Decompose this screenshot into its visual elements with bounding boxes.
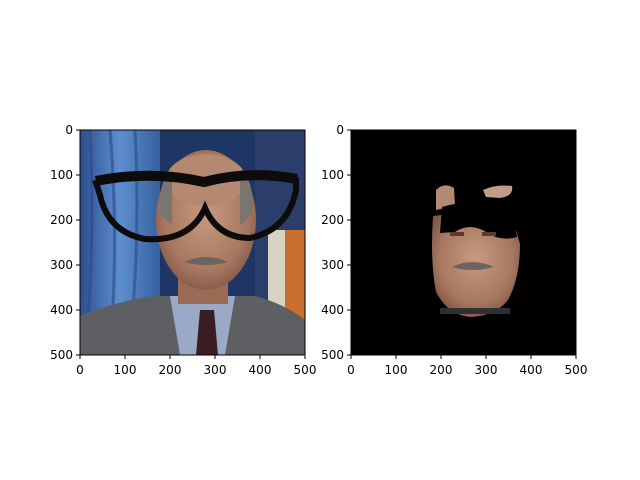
right-x-tick-label: 200 — [430, 363, 453, 377]
left-x-tick-label: 200 — [159, 363, 182, 377]
left-y-tick-label: 500 — [50, 348, 73, 362]
right-glasses-mask — [440, 202, 517, 239]
left-y-tick-label: 200 — [50, 213, 73, 227]
right-suit-shoulder — [440, 308, 510, 314]
right-y-tick-label: 0 — [336, 123, 344, 137]
right-axes: 0 100 200 300 400 500 0 100 200 300 400 500 — [321, 123, 587, 377]
right-x-tick-label: 500 — [565, 363, 588, 377]
left-axes-frame — [79, 129, 306, 356]
left-y-tick-label: 400 — [50, 303, 73, 317]
left-y-ticks: 0 100 200 300 400 500 — [50, 123, 80, 362]
right-moustache — [452, 262, 494, 270]
left-y-tick-label: 100 — [50, 168, 73, 182]
left-axes: 0 100 200 300 400 500 0 100 200 300 400 500 — [50, 123, 316, 377]
left-x-tick-label: 100 — [114, 363, 137, 377]
right-x-tick-label: 400 — [520, 363, 543, 377]
right-y-tick-label: 200 — [321, 213, 344, 227]
left-glasses — [92, 170, 299, 243]
left-x-tick-label: 0 — [76, 363, 84, 377]
right-forehead-patch-left — [436, 185, 455, 210]
left-image-panel — [80, 130, 305, 355]
left-flag-orange — [285, 230, 305, 330]
right-axes-frame — [350, 129, 577, 356]
right-eye-left — [450, 232, 464, 236]
right-x-tick-label: 100 — [385, 363, 408, 377]
left-x-ticks: 0 100 200 300 400 500 — [76, 355, 316, 377]
right-x-tick-label: 300 — [475, 363, 498, 377]
left-x-tick-label: 400 — [249, 363, 272, 377]
left-x-tick-label: 500 — [294, 363, 317, 377]
right-forehead-patch-right — [483, 185, 513, 198]
right-y-tick-label: 400 — [321, 303, 344, 317]
right-x-tick-label: 0 — [347, 363, 355, 377]
left-y-tick-label: 0 — [65, 123, 73, 137]
right-y-tick-label: 300 — [321, 258, 344, 272]
left-y-tick-label: 300 — [50, 258, 73, 272]
right-y-tick-label: 500 — [321, 348, 344, 362]
left-tie — [196, 310, 218, 355]
right-y-ticks: 0 100 200 300 400 500 — [321, 123, 351, 362]
right-y-tick-label: 100 — [321, 168, 344, 182]
right-image-panel — [351, 130, 576, 355]
right-eye-right — [482, 232, 496, 236]
left-moustache — [184, 257, 228, 265]
left-x-tick-label: 300 — [204, 363, 227, 377]
right-x-ticks: 0 100 200 300 400 500 — [347, 355, 587, 377]
